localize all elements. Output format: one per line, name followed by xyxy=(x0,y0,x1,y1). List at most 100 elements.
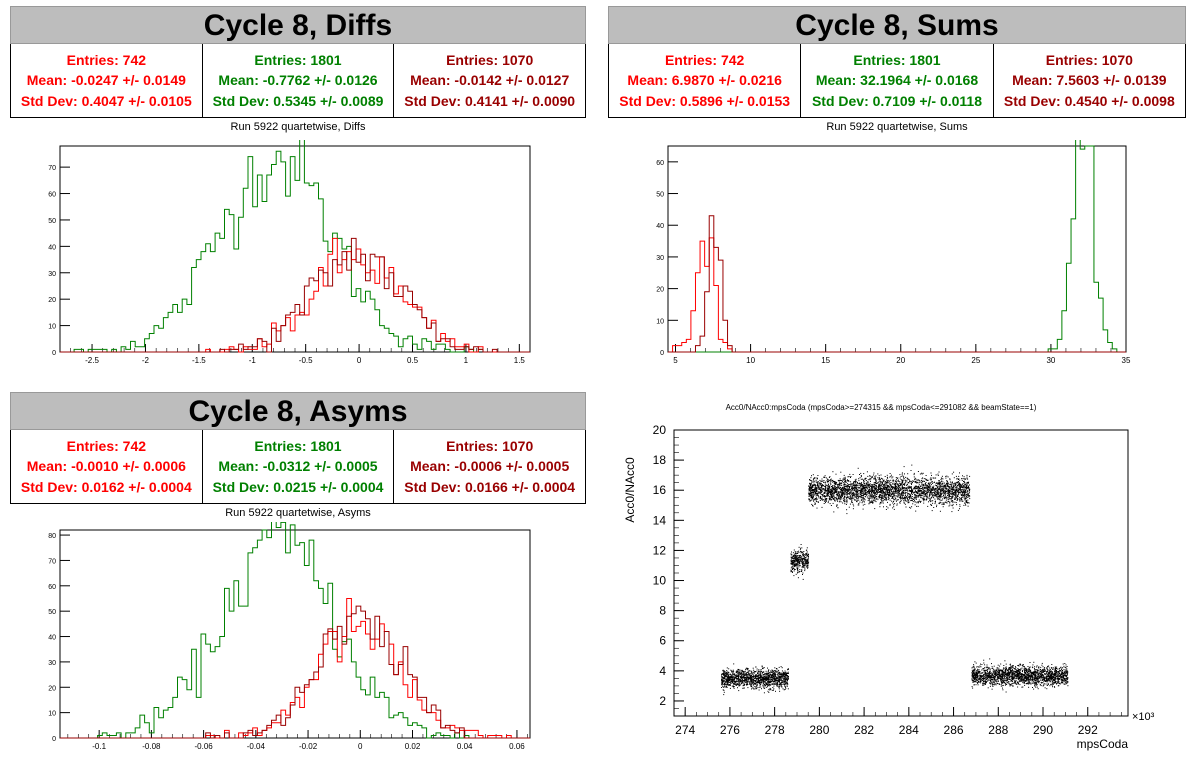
scatter-point xyxy=(759,680,761,682)
scatter-point xyxy=(751,686,752,687)
scatter-point xyxy=(732,670,734,672)
scatter-point xyxy=(821,495,823,497)
scatter-point xyxy=(723,683,725,685)
scatter-point xyxy=(812,491,814,493)
scatter-point xyxy=(738,681,740,683)
scatter-point xyxy=(868,483,870,485)
scatter-point xyxy=(794,561,796,563)
scatter-point xyxy=(884,494,886,496)
scatter-point xyxy=(784,673,786,675)
scatter-point xyxy=(799,549,801,551)
scatter-point xyxy=(961,497,963,498)
scatter-point xyxy=(737,683,739,685)
scatter-point xyxy=(738,690,740,692)
scatter-point xyxy=(915,495,917,497)
scatter-point xyxy=(808,561,810,563)
scatter-point xyxy=(891,500,893,502)
x-tick-label: 20 xyxy=(896,356,905,365)
scatter-point xyxy=(830,492,832,494)
scatter-point xyxy=(801,547,803,549)
scatter-point xyxy=(750,680,752,682)
scatter-point xyxy=(775,682,777,684)
scatter-point xyxy=(735,677,737,679)
scatter-point xyxy=(842,482,844,484)
scatter-point xyxy=(882,478,884,480)
scatter-point xyxy=(857,504,859,506)
scatter-point xyxy=(954,491,956,492)
scatter-point xyxy=(762,671,763,673)
scatter-point xyxy=(916,486,918,488)
scatter-point xyxy=(727,680,729,681)
scatter-point xyxy=(873,487,875,489)
scatter-point xyxy=(825,495,827,497)
scatter-point xyxy=(888,481,890,483)
scatter-point xyxy=(875,482,877,484)
scatter-point xyxy=(912,501,914,503)
scatter-point xyxy=(874,493,876,495)
y-tick-label: 2 xyxy=(659,694,666,708)
scatter-point xyxy=(890,475,892,477)
scatter-point xyxy=(722,673,724,675)
scatter-point xyxy=(871,476,873,478)
x-tick-label: 282 xyxy=(854,723,874,737)
scatter-point xyxy=(907,500,909,502)
scatter-point xyxy=(757,682,759,684)
scatter-point xyxy=(897,487,899,489)
scatter-point xyxy=(916,479,918,481)
scatter-point xyxy=(914,485,916,487)
scatter-point xyxy=(830,489,832,491)
scatter-point xyxy=(830,480,831,482)
y-tick-label: 40 xyxy=(656,223,664,230)
scatter-point xyxy=(937,495,939,497)
scatter-point xyxy=(778,669,780,671)
scatter-point xyxy=(873,478,875,480)
scatter-point xyxy=(756,676,758,678)
scatter-point xyxy=(764,684,766,686)
scatter-point xyxy=(844,483,846,485)
scatter-point xyxy=(793,549,795,551)
scatter-point xyxy=(737,671,739,672)
scatter-point xyxy=(806,560,808,561)
scatter-point xyxy=(833,486,835,488)
scatter-point xyxy=(760,671,762,673)
scatter-point xyxy=(746,680,748,682)
scatter-point xyxy=(726,686,728,688)
scatter-point xyxy=(912,491,914,493)
scatter-point xyxy=(813,490,815,491)
scatter-point xyxy=(966,501,967,503)
scatter-point xyxy=(944,485,946,486)
scatter-point xyxy=(856,487,858,489)
scatter-point xyxy=(877,482,879,484)
scatter-point xyxy=(765,682,767,684)
scatter-point xyxy=(929,498,931,500)
scatter-point xyxy=(769,687,771,689)
scatter-point xyxy=(849,491,851,493)
scatter-point xyxy=(763,678,765,679)
scatter-point xyxy=(850,492,852,494)
stat-std: Std Dev: 0.4141 +/- 0.0090 xyxy=(404,92,576,109)
scatter-point xyxy=(871,490,873,492)
scatter-point xyxy=(909,486,911,488)
scatter-point xyxy=(808,492,810,494)
scatter-point xyxy=(867,493,869,495)
scatter-point xyxy=(914,481,916,483)
scatter-point xyxy=(773,679,775,681)
scatter-point xyxy=(877,473,879,475)
scatter-point xyxy=(806,566,808,568)
scatter-point xyxy=(785,686,786,688)
scatter-point xyxy=(870,491,872,493)
scatter-point xyxy=(801,569,803,571)
scatter-point xyxy=(825,485,827,487)
scatter-point xyxy=(925,479,927,481)
scatter-point xyxy=(893,494,895,496)
scatter-point xyxy=(949,490,951,492)
scatter-point xyxy=(828,477,830,478)
scatter-point xyxy=(885,484,887,486)
scatter-point xyxy=(897,480,899,482)
scatter-point xyxy=(903,487,905,489)
scatter-point xyxy=(847,488,849,489)
scatter-point xyxy=(736,680,738,682)
stat-std: Std Dev: 0.0166 +/- 0.0004 xyxy=(404,478,576,495)
scatter-point xyxy=(840,491,842,493)
scatter-point xyxy=(849,492,851,493)
